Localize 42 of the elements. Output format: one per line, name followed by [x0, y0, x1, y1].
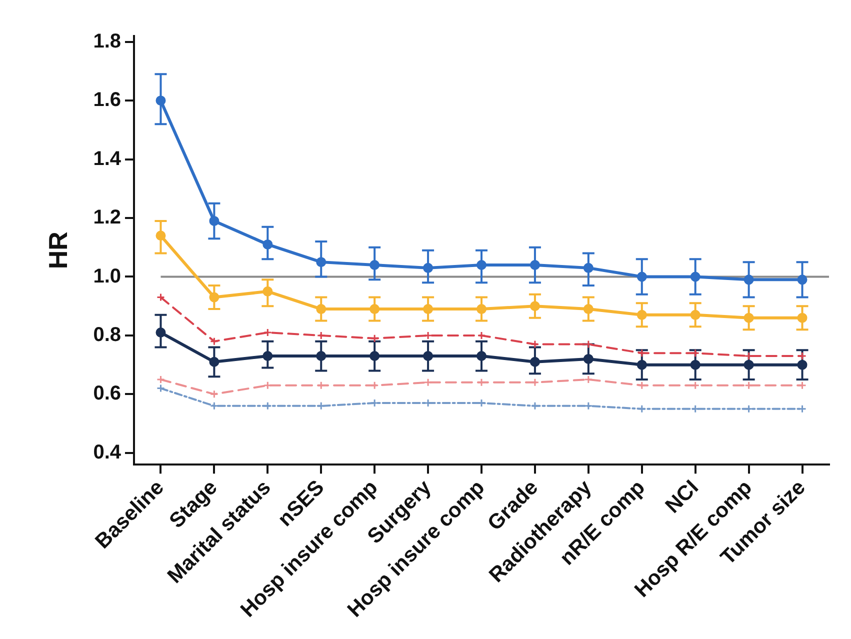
point: [370, 381, 379, 390]
point: [156, 375, 165, 384]
point: [263, 381, 272, 390]
point: [316, 402, 326, 410]
y-tick-label: 1.6: [93, 89, 122, 112]
point: [156, 293, 165, 302]
x-tick-label: NCI: [661, 476, 703, 518]
point: [691, 348, 700, 358]
point: [210, 390, 218, 398]
point: [584, 375, 593, 384]
point: [530, 378, 540, 387]
point: [424, 378, 432, 387]
y-tick-label: 0.4: [93, 441, 122, 464]
point: [530, 340, 540, 349]
point: [210, 337, 218, 346]
point: [638, 348, 646, 358]
y-tick-label: 1.4: [93, 148, 122, 170]
point: [316, 381, 326, 390]
point: [638, 381, 646, 390]
y-tick-label: 0.6: [93, 382, 122, 405]
point: [798, 404, 807, 414]
point: [156, 384, 165, 393]
point: [316, 331, 326, 340]
y-axis-title: HR: [42, 231, 73, 270]
point: [210, 402, 218, 410]
point: [477, 331, 486, 340]
y-tick-label: 0.8: [93, 324, 122, 346]
y-tick-label: 1.8: [93, 30, 122, 52]
point: [744, 404, 754, 414]
point: [477, 378, 486, 387]
point: [263, 402, 272, 410]
point: [691, 404, 700, 414]
point: [691, 381, 700, 390]
point: [584, 402, 593, 410]
point: [638, 404, 646, 414]
y-tick-label: 1.2: [93, 206, 122, 229]
point: [370, 334, 379, 343]
point: [798, 381, 807, 390]
point: [424, 331, 432, 340]
point: [530, 402, 540, 410]
y-tick-label: 1.0: [93, 265, 122, 288]
point: [263, 328, 272, 337]
